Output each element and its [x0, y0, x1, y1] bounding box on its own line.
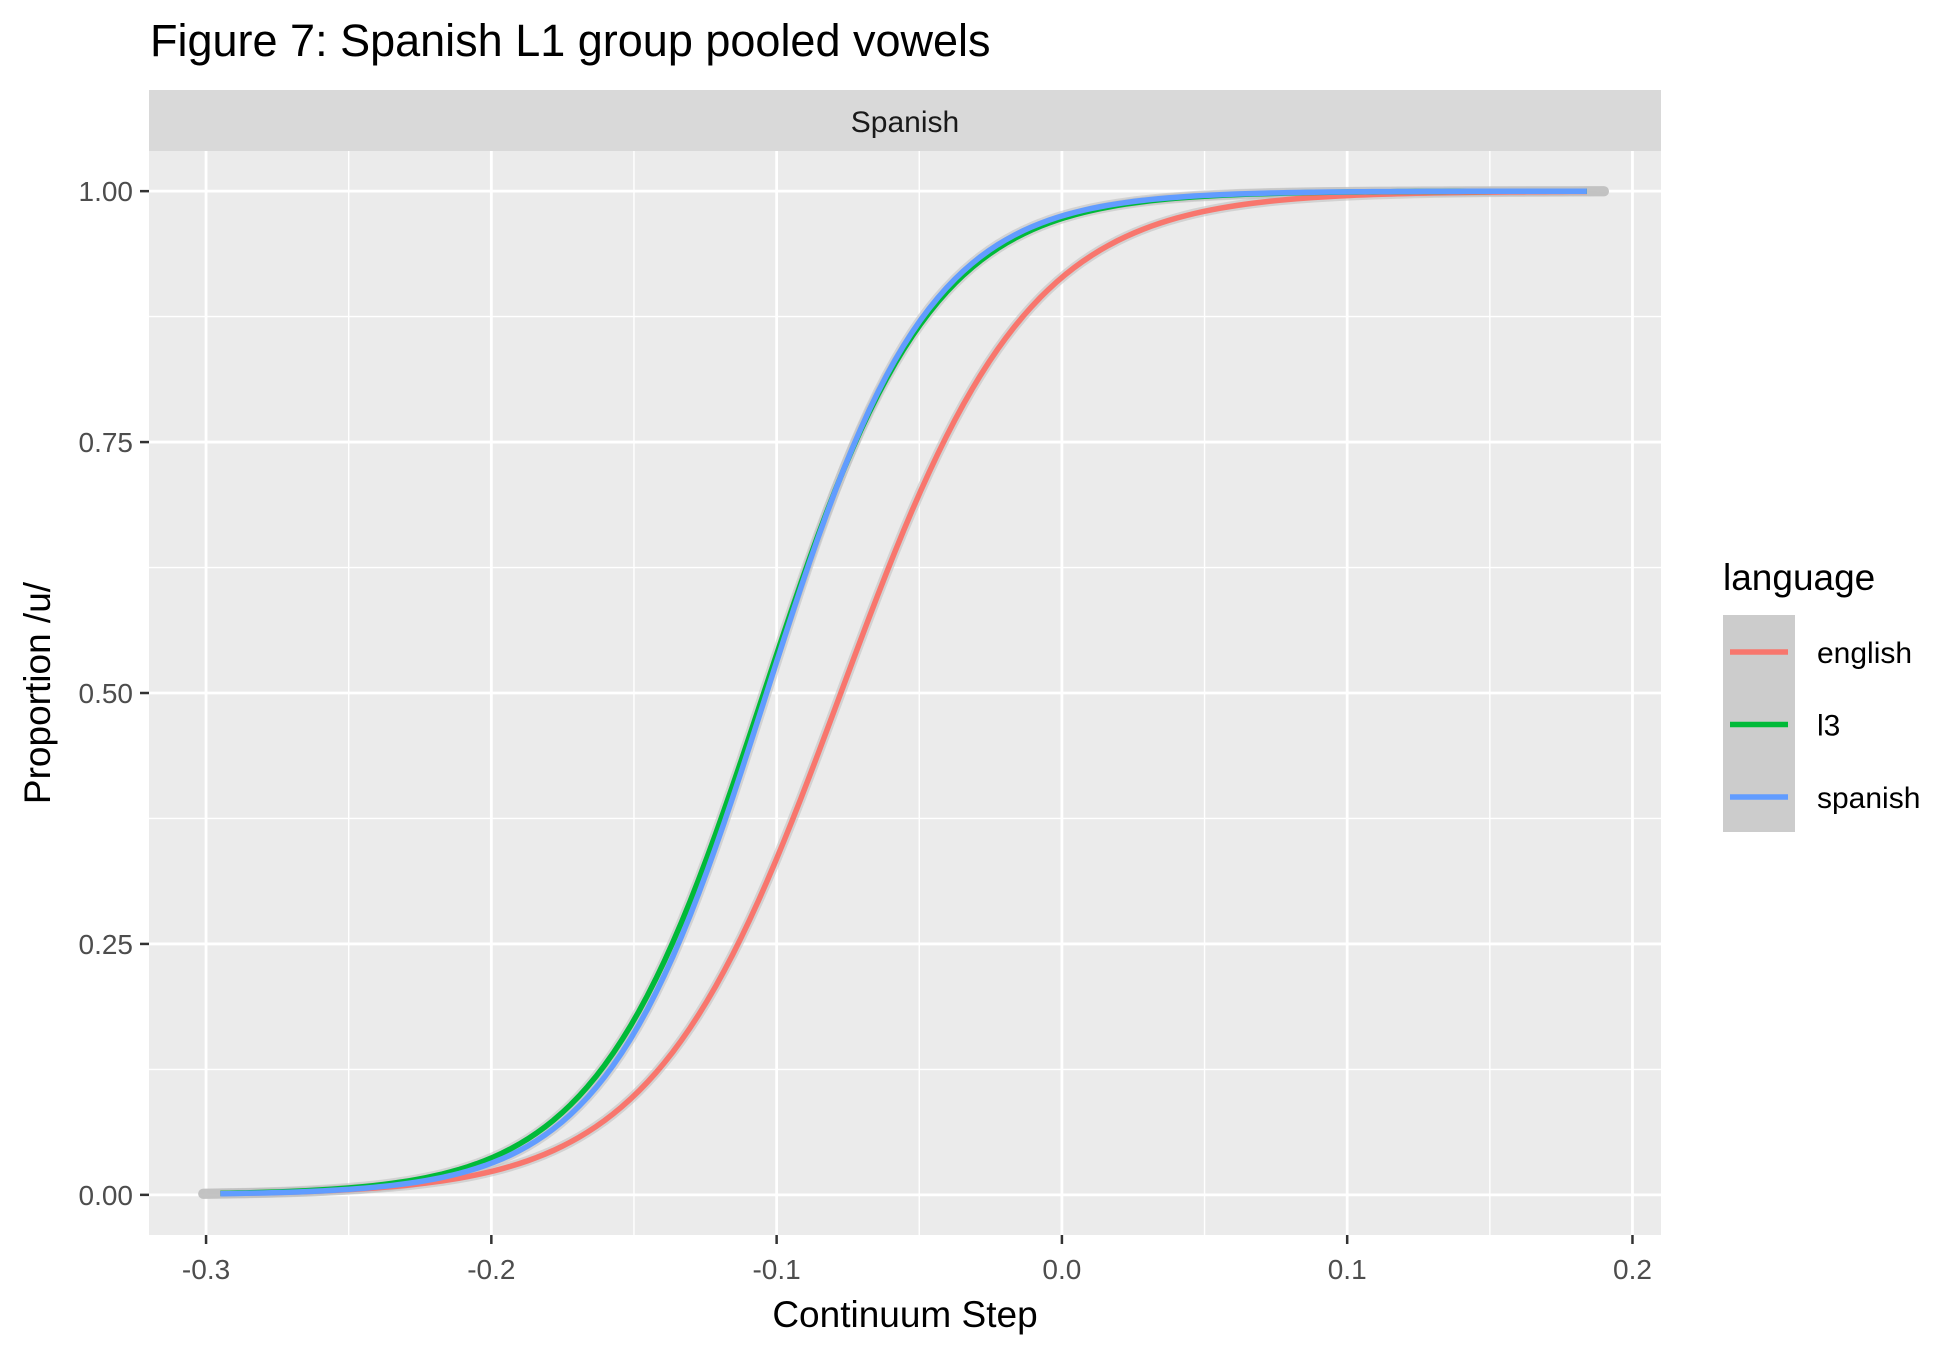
line-spanish — [220, 188, 1587, 1197]
y-tick-label: 0.50 — [79, 678, 134, 709]
x-tick-label: 0.0 — [1042, 1254, 1081, 1285]
chart-title: Figure 7: Spanish L1 group pooled vowels — [150, 15, 991, 66]
y-axis-title: Proportion /u/ — [17, 581, 58, 804]
legend: language english l3 spanish — [1723, 557, 1920, 832]
x-axis: -0.3 -0.2 -0.1 0.0 0.1 0.2 — [182, 1235, 1652, 1285]
y-tick-label: 0.00 — [79, 1180, 134, 1211]
y-tick-label: 0.75 — [79, 427, 134, 458]
x-tick-label: -0.1 — [752, 1254, 800, 1285]
legend-label-english: english — [1817, 637, 1912, 670]
y-axis: 0.00 0.25 0.50 0.75 1.00 — [79, 176, 149, 1211]
line-english — [220, 188, 1587, 1197]
series-lines — [220, 188, 1587, 1197]
x-axis-title: Continuum Step — [772, 1294, 1037, 1335]
x-tick-label: 0.2 — [1613, 1254, 1652, 1285]
legend-title: language — [1723, 557, 1875, 598]
y-tick-label: 0.25 — [79, 929, 134, 960]
facet-strip — [149, 90, 1661, 151]
facet-label: Spanish — [851, 106, 959, 139]
x-tick-label: -0.2 — [467, 1254, 515, 1285]
x-tick-label: -0.3 — [182, 1254, 230, 1285]
x-tick-label: 0.1 — [1328, 1254, 1367, 1285]
legend-label-l3: l3 — [1817, 710, 1840, 743]
legend-label-spanish: spanish — [1817, 782, 1920, 815]
grid — [149, 151, 1661, 1235]
y-tick-label: 1.00 — [79, 176, 134, 207]
